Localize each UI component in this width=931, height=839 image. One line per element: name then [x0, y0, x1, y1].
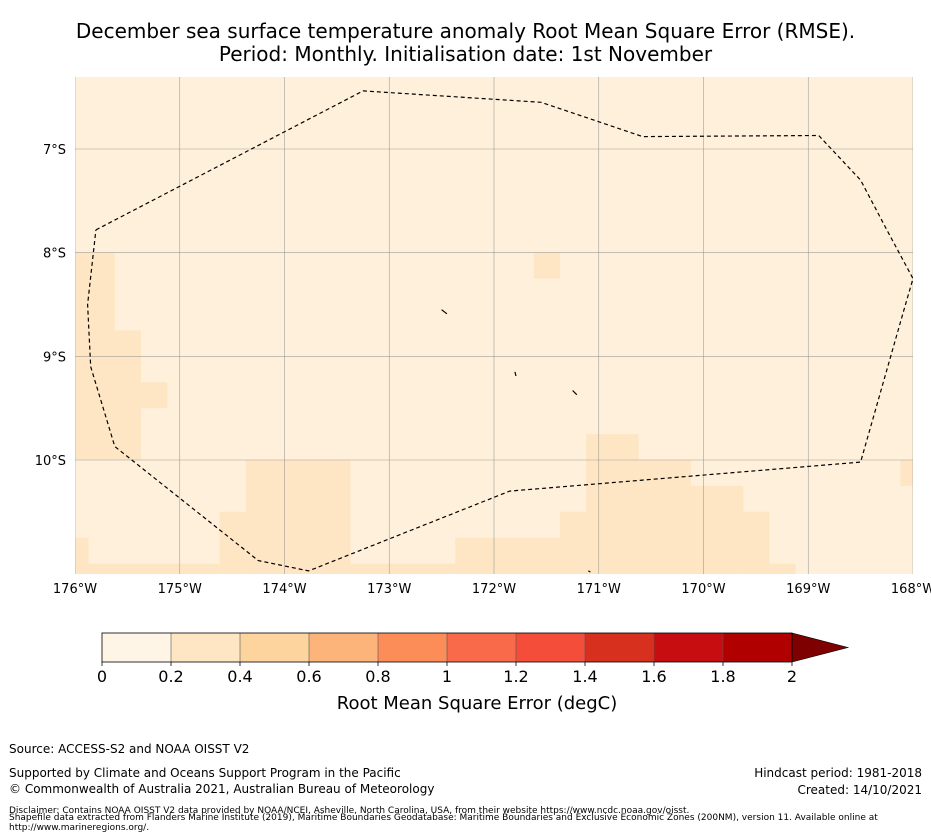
- colorbar-tick-label: 1.4: [572, 667, 597, 686]
- eez-boundary: [86, 90, 913, 572]
- latitude-tick-label: 8°S: [43, 247, 66, 262]
- longitude-tick-label: 175°W: [158, 582, 202, 597]
- island-coastline: [572, 390, 578, 396]
- rmse-cell: [350, 563, 456, 574]
- colorbar-segment: [585, 633, 654, 662]
- chart-title-line-1: December sea surface temperature anomaly…: [75, 19, 856, 43]
- latitude-tick-label: 9°S: [43, 350, 66, 365]
- colorbar-tick-label: 0.6: [296, 667, 321, 686]
- colorbar-segment: [654, 633, 723, 662]
- colorbar-tick-label: 2: [787, 667, 797, 686]
- created-date: Created: 14/10/2021: [797, 783, 922, 797]
- colorbar-tick-label: 0.2: [158, 667, 183, 686]
- hindcast-period: Hindcast period: 1981-2018: [754, 766, 922, 780]
- disclaimer-line-1: Disclaimer: Contains NOAA OISST V2 data …: [9, 806, 690, 816]
- rmse-cell: [219, 511, 246, 574]
- disclaimer-line-3: http://www.marineregions.org/.: [9, 823, 150, 833]
- longitude-tick-label: 172°W: [472, 582, 516, 597]
- colorbar-extend-arrow: [791, 632, 850, 663]
- longitude-tick-label: 174°W: [262, 582, 306, 597]
- rmse-cell: [559, 511, 587, 538]
- longitude-tick-label: 170°W: [681, 582, 725, 597]
- source-note: Source: ACCESS-S2 and NOAA OISST V2: [9, 742, 250, 756]
- colorbar-tick-label: 1.2: [503, 667, 528, 686]
- colorbar-segment: [309, 633, 378, 662]
- rmse-cell: [638, 460, 691, 486]
- rmse-cell: [455, 537, 587, 574]
- colorbar-segment: [723, 633, 792, 662]
- rmse-cell: [900, 460, 913, 486]
- colorbar: 0 0.2 0.4 0.6 0.8 1 1.2 1.4 1.6 1.8 2 Root Mean Squ…: [97, 632, 850, 714]
- copyright-note: © Commonwealth of Australia 2021, Austra…: [9, 782, 435, 796]
- colorbar-segment: [240, 633, 309, 662]
- rmse-cell: [769, 563, 796, 574]
- map-content: [75, 77, 913, 574]
- rmse-cell: [533, 252, 560, 279]
- colorbar-segment: [171, 633, 240, 662]
- island-coastline: [588, 570, 591, 573]
- rmse-cell: [245, 460, 351, 574]
- island-coastline: [441, 309, 448, 315]
- support-note: Supported by Climate and Oceans Support …: [9, 766, 401, 780]
- chart-title-line-2: Period: Monthly. Initialisation date: 1s…: [218, 42, 713, 66]
- colorbar-tick-label: 1.6: [641, 667, 666, 686]
- colorbar-segment: [378, 633, 447, 662]
- colorbar-tick-label: 1.8: [710, 667, 735, 686]
- colorbar-tick-label: 0.8: [365, 667, 390, 686]
- longitude-tick-label: 168°W: [891, 582, 931, 597]
- rmse-cell: [114, 330, 141, 460]
- longitude-tick-label: 176°W: [53, 582, 97, 597]
- longitude-tick-label: 171°W: [577, 582, 621, 597]
- map-area: 7°S 8°S 9°S 10°S 176°W 175°W 174°W 173°W 172°W 17…: [35, 77, 931, 597]
- latitude-tick-label: 7°S: [43, 143, 66, 158]
- colorbar-tick-label: 0: [97, 667, 107, 686]
- colorbar-segment: [102, 633, 171, 662]
- rmse-cell: [140, 382, 168, 409]
- colorbar-tick-label: 1: [442, 667, 452, 686]
- colorbar-axis-label: Root Mean Square Error (degC): [337, 693, 618, 714]
- longitude-tick-label: 173°W: [367, 582, 411, 597]
- colorbar-segment: [516, 633, 585, 662]
- disclaimer-line-2: Shapefile data extracted from Flanders M…: [9, 813, 878, 823]
- latitude-tick-label: 10°S: [35, 454, 66, 469]
- rmse-cell: [586, 485, 744, 574]
- rmse-cell: [75, 563, 220, 574]
- rmse-cell: [743, 511, 770, 574]
- island-coastline: [514, 371, 517, 377]
- longitude-tick-label: 169°W: [786, 582, 830, 597]
- colorbar-tick-label: 0.4: [227, 667, 252, 686]
- colorbar-segment: [447, 633, 516, 662]
